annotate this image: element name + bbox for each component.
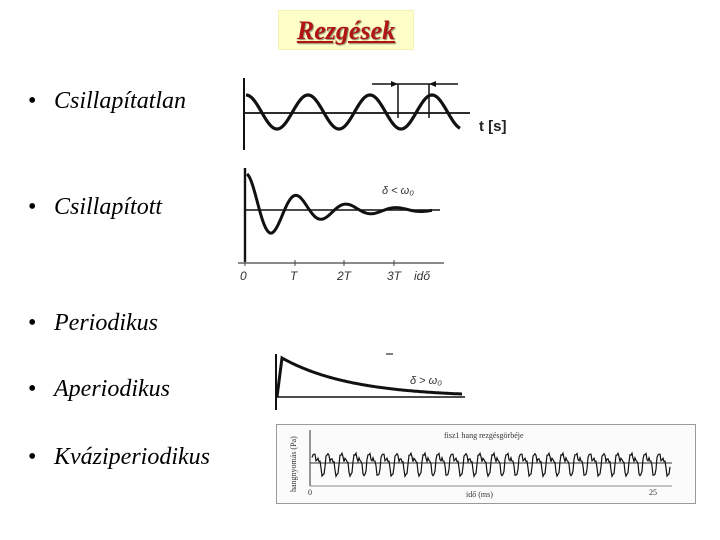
damped-wave [245,172,433,235]
period-arrowhead-right [429,81,436,87]
bullet-label: Aperiodikus [54,376,170,402]
bullet-label: Csillapított [54,194,163,220]
bullet-label: Kváziperiodikus [54,444,210,470]
aperiodic-decay-curve [275,355,462,398]
aperiodic-condition-label: δ > ω₀ [410,375,442,387]
bullet-undamped: • Csillapítatlan [28,88,187,114]
bullet-label: Periodikus [54,310,158,336]
damped-tick-3T: 3T [387,269,403,283]
quasi-wave [311,451,671,479]
bullet-quasiperiodic: • Kváziperiodikus [28,444,210,470]
bullet-aperiodic: • Aperiodikus [28,376,170,402]
quasi-xlabel: idő (ms) [466,490,493,499]
bullet-label: Csillapítatlan [54,88,187,114]
undamped-axis-label: t [s] [479,118,507,135]
quasi-ylabel: hangnyomás (Pa) [289,436,298,492]
damped-tick-2T: 2T [336,269,353,283]
bullet-periodic: • Periodikus [28,310,158,336]
quasi-title: fisz1 hang rezgésgörbéje [444,431,524,440]
damped-tick-T: T [290,269,299,283]
damped-condition-label: δ < ω₀ [382,185,414,197]
bullet-damped: • Csillapított [28,194,163,220]
damped-tick-ido: idő [414,269,430,283]
period-arrowhead-left [391,81,398,87]
quasi-x-start: 0 [308,488,312,497]
undamped-sine-wave [245,93,461,131]
slide-title: Rezgések [278,10,414,50]
damped-tick-0: 0 [240,269,247,283]
quasi-x-end: 25 [649,488,657,497]
